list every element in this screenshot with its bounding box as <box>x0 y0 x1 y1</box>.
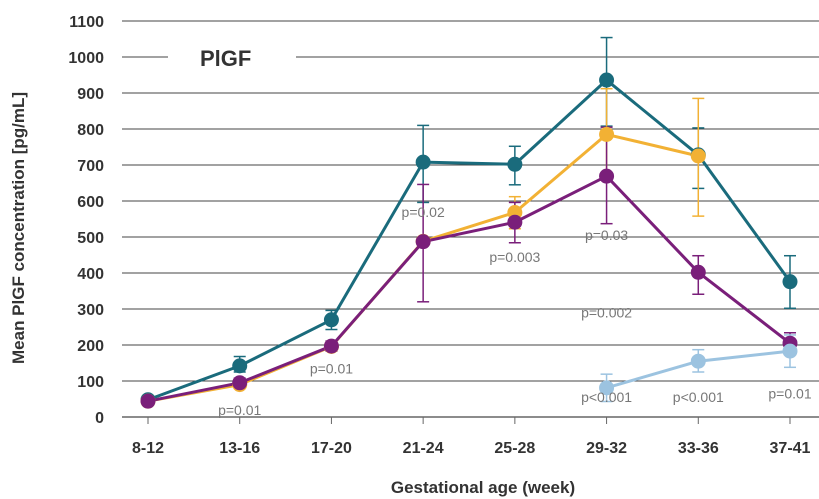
y-tick-label: 800 <box>77 122 104 139</box>
data-points <box>140 72 798 409</box>
data-point <box>599 168 615 184</box>
data-point <box>140 393 156 409</box>
x-tick-labels: 8-12 13-16 17-20 21-24 25-28 29-32 33-36 37-41 <box>132 440 811 457</box>
data-point <box>415 154 431 170</box>
p-value-annotation: p=0.003 <box>489 249 540 265</box>
p-value-annotation: p=0.03 <box>585 227 628 243</box>
p-value-annotation: p=0.02 <box>402 204 445 220</box>
data-point <box>690 353 706 369</box>
data-point <box>232 358 248 374</box>
series-line-2 <box>147 174 791 403</box>
y-tick-label: 500 <box>77 230 104 247</box>
title-backdrop <box>168 38 296 80</box>
y-tick-label: 1000 <box>68 50 104 67</box>
p-value-annotation: p<0.001 <box>673 389 724 405</box>
x-tick-label: 8-12 <box>132 440 164 457</box>
p-value-annotation: p=0.01 <box>310 360 353 376</box>
y-tick-label: 600 <box>77 194 104 211</box>
y-tick-label: 100 <box>77 374 104 391</box>
data-point <box>323 338 339 354</box>
y-tick-label: 900 <box>77 86 104 103</box>
data-point <box>232 375 248 391</box>
y-tick-label: 400 <box>77 266 104 283</box>
p-value-annotation: p=0.01 <box>218 402 261 418</box>
y-tick-label: 0 <box>95 410 104 427</box>
p-value-annotation: p<0.001 <box>581 389 632 405</box>
chart-title: PlGF <box>200 46 251 71</box>
data-point <box>599 126 615 142</box>
p-value-annotation: p=0.01 <box>768 386 811 402</box>
y-tick-label: 300 <box>77 302 104 319</box>
x-axis-label: Gestational age (week) <box>391 478 575 497</box>
y-tick-label: 200 <box>77 338 104 355</box>
x-tick-label: 29-32 <box>586 440 627 457</box>
data-point <box>507 156 523 172</box>
y-tick-labels: 0 100 200 300 400 500 600 700 800 900 1000 1100 <box>68 14 104 427</box>
data-point <box>599 72 615 88</box>
data-point <box>415 234 431 250</box>
data-point <box>599 380 615 396</box>
p-value-annotations: p=0.01 p=0.01 p=0.02 p=0.003 p=0.03 p=0.002 p<… <box>218 204 812 418</box>
data-point <box>690 148 706 164</box>
gridlines <box>122 20 819 424</box>
y-tick-label: 700 <box>77 158 104 175</box>
series-line-0 <box>147 78 792 402</box>
data-point <box>690 264 706 280</box>
data-point <box>782 274 798 290</box>
data-point <box>782 343 798 359</box>
y-axis-label: Mean PlGF concentration [pg/mL] <box>9 92 28 364</box>
x-tick-label: 25-28 <box>494 440 535 457</box>
data-point <box>507 214 523 230</box>
p-value-annotation: p=0.002 <box>581 305 632 321</box>
x-tick-label: 33-36 <box>678 440 719 457</box>
x-tick-label: 21-24 <box>403 440 444 457</box>
y-tick-label: 1100 <box>69 14 104 31</box>
x-tick-label: 13-16 <box>219 440 260 457</box>
x-tick-label: 37-41 <box>770 440 811 457</box>
data-point <box>323 312 339 328</box>
x-tick-label: 17-20 <box>311 440 352 457</box>
